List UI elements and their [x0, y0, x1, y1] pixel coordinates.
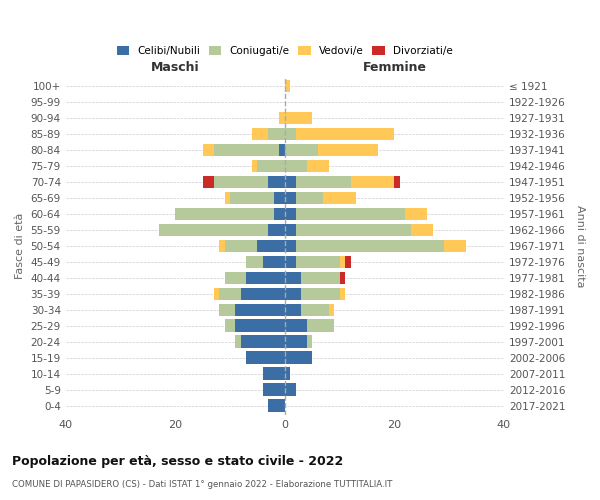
Bar [263, 384, 285, 396]
Bar [268, 400, 285, 412]
Bar [394, 176, 400, 188]
Text: Maschi: Maschi [151, 61, 200, 74]
Bar [274, 208, 285, 220]
Bar [224, 320, 235, 332]
Bar [285, 240, 296, 252]
Bar [285, 352, 312, 364]
Bar [296, 208, 406, 220]
Bar [252, 160, 257, 172]
Bar [301, 288, 340, 300]
Bar [241, 336, 285, 348]
Legend: Celibi/Nubili, Coniugati/e, Vedovi/e, Divorziati/e: Celibi/Nubili, Coniugati/e, Vedovi/e, Di… [114, 43, 456, 60]
Bar [296, 224, 411, 236]
Bar [296, 240, 443, 252]
Bar [285, 256, 296, 268]
Bar [285, 336, 307, 348]
Bar [175, 208, 274, 220]
Bar [219, 288, 241, 300]
Bar [235, 320, 285, 332]
Bar [219, 304, 235, 316]
Bar [257, 240, 285, 252]
Bar [263, 368, 285, 380]
Bar [214, 288, 219, 300]
Bar [285, 272, 301, 284]
Bar [329, 304, 334, 316]
Bar [296, 192, 323, 204]
Text: Popolazione per età, sesso e stato civile - 2022: Popolazione per età, sesso e stato civil… [12, 455, 343, 468]
Bar [296, 256, 340, 268]
Bar [406, 208, 427, 220]
Bar [340, 256, 345, 268]
Bar [307, 320, 334, 332]
Bar [285, 192, 296, 204]
Bar [285, 160, 307, 172]
Y-axis label: Fasce di età: Fasce di età [15, 212, 25, 279]
Bar [307, 160, 329, 172]
Bar [214, 176, 268, 188]
Bar [317, 144, 378, 156]
Bar [268, 128, 285, 140]
Bar [247, 256, 263, 268]
Bar [235, 304, 285, 316]
Bar [411, 224, 433, 236]
Bar [257, 160, 285, 172]
Bar [285, 176, 296, 188]
Bar [241, 288, 285, 300]
Bar [285, 320, 307, 332]
Bar [274, 192, 285, 204]
Bar [214, 144, 280, 156]
Bar [263, 256, 285, 268]
Bar [340, 288, 345, 300]
Y-axis label: Anni di nascita: Anni di nascita [575, 204, 585, 287]
Bar [345, 256, 350, 268]
Bar [285, 112, 312, 124]
Bar [301, 272, 340, 284]
Bar [443, 240, 466, 252]
Bar [285, 224, 296, 236]
Bar [280, 144, 285, 156]
Bar [159, 224, 268, 236]
Bar [268, 176, 285, 188]
Bar [301, 304, 329, 316]
Bar [235, 336, 241, 348]
Bar [247, 352, 285, 364]
Bar [285, 128, 296, 140]
Bar [296, 128, 394, 140]
Bar [285, 288, 301, 300]
Bar [285, 368, 290, 380]
Bar [350, 176, 394, 188]
Bar [268, 224, 285, 236]
Text: COMUNE DI PAPASIDERO (CS) - Dati ISTAT 1° gennaio 2022 - Elaborazione TUTTITALIA: COMUNE DI PAPASIDERO (CS) - Dati ISTAT 1… [12, 480, 392, 489]
Bar [285, 80, 290, 92]
Bar [247, 272, 285, 284]
Bar [307, 336, 312, 348]
Bar [285, 304, 301, 316]
Bar [224, 240, 257, 252]
Bar [203, 144, 214, 156]
Bar [230, 192, 274, 204]
Bar [285, 208, 296, 220]
Bar [224, 272, 247, 284]
Bar [252, 128, 268, 140]
Bar [296, 176, 350, 188]
Bar [203, 176, 214, 188]
Bar [323, 192, 356, 204]
Bar [285, 144, 317, 156]
Bar [340, 272, 345, 284]
Bar [280, 112, 285, 124]
Bar [224, 192, 230, 204]
Bar [285, 384, 296, 396]
Text: Femmine: Femmine [362, 61, 427, 74]
Bar [219, 240, 224, 252]
